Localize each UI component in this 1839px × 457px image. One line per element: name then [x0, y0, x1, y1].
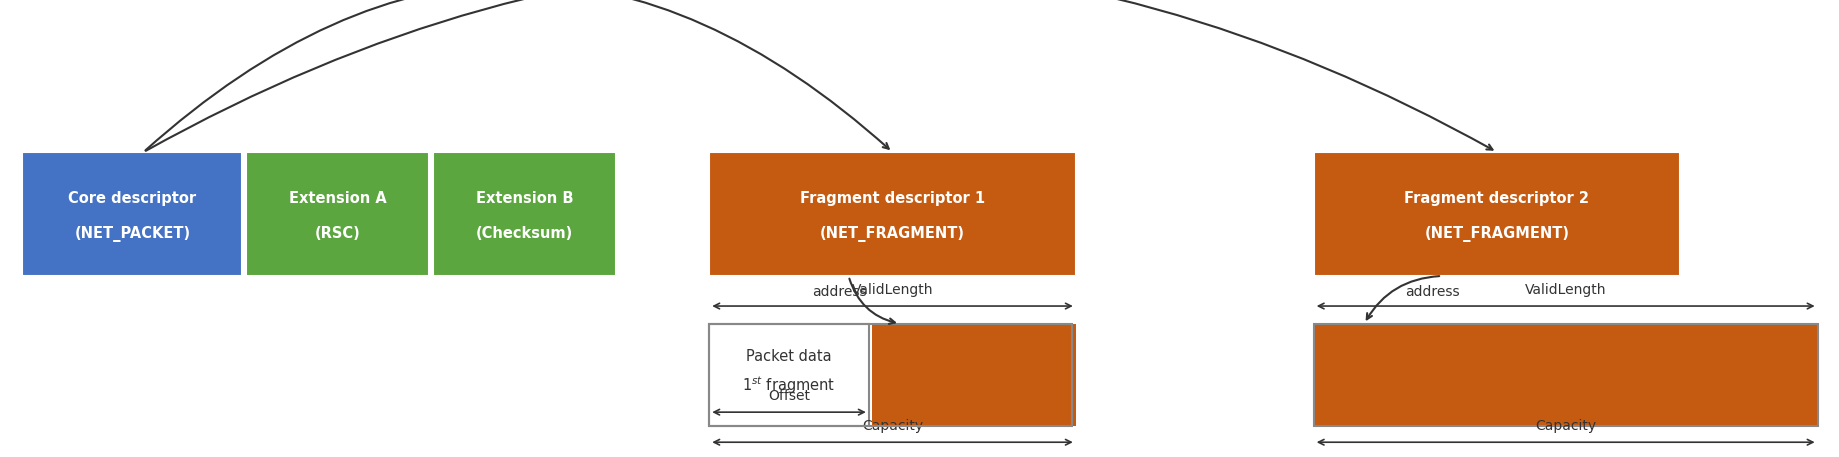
Text: Capacity: Capacity [861, 420, 923, 433]
FancyBboxPatch shape [246, 152, 428, 276]
FancyBboxPatch shape [1313, 324, 1817, 426]
Text: 1$^{st}$ fragment: 1$^{st}$ fragment [741, 374, 835, 396]
Text: (NET_FRAGMENT): (NET_FRAGMENT) [1423, 226, 1569, 242]
Text: address: address [811, 285, 866, 299]
FancyBboxPatch shape [710, 324, 868, 426]
FancyBboxPatch shape [710, 152, 1076, 276]
Text: Extension A: Extension A [289, 191, 386, 206]
Text: ValidLength: ValidLength [1525, 283, 1605, 297]
Text: Fragment descriptor 1: Fragment descriptor 1 [800, 191, 984, 206]
Text: address: address [1405, 285, 1460, 299]
FancyBboxPatch shape [432, 152, 616, 276]
Text: Packet data: Packet data [747, 349, 831, 364]
Text: (NET_FRAGMENT): (NET_FRAGMENT) [820, 226, 964, 242]
Text: (NET_PACKET): (NET_PACKET) [74, 226, 191, 242]
Text: Capacity: Capacity [1534, 420, 1596, 433]
FancyBboxPatch shape [22, 152, 243, 276]
Text: Core descriptor: Core descriptor [68, 191, 197, 206]
Text: Extension B: Extension B [474, 191, 572, 206]
Text: (Checksum): (Checksum) [476, 226, 572, 241]
Text: Fragment descriptor 2: Fragment descriptor 2 [1403, 191, 1589, 206]
FancyBboxPatch shape [872, 324, 1076, 426]
Text: ValidLength: ValidLength [851, 283, 932, 297]
FancyBboxPatch shape [1313, 152, 1679, 276]
Text: (RSC): (RSC) [314, 226, 360, 241]
Text: Offset: Offset [767, 389, 809, 404]
